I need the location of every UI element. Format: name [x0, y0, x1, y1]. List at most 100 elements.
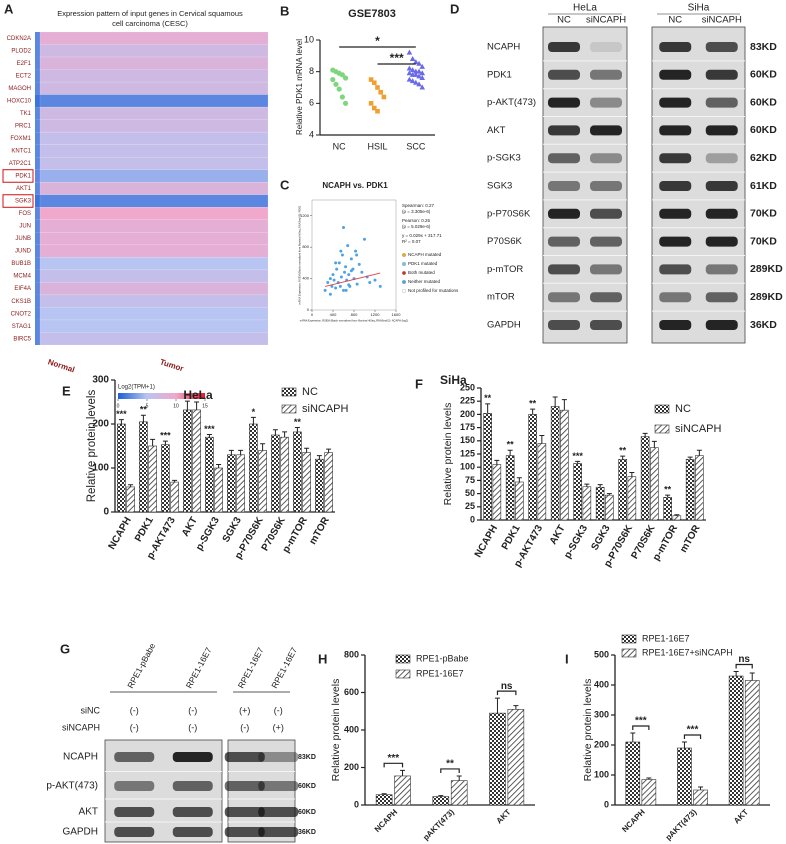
- blot-band: [172, 781, 213, 791]
- heat-cell: [39, 69, 269, 83]
- error-bar: [530, 408, 536, 415]
- blot-band: [224, 781, 265, 791]
- y-tick-label: 150: [460, 435, 475, 445]
- point: [354, 249, 358, 253]
- highlight-box: [2, 194, 34, 208]
- point: [413, 59, 419, 65]
- bar: [432, 796, 450, 806]
- bar: [139, 421, 148, 513]
- y-tick-label: 800: [344, 649, 359, 659]
- protein-label: p-SGK3: [487, 153, 521, 164]
- x-tick-label: 800: [351, 312, 358, 317]
- x-tick-label: SCC: [406, 141, 426, 151]
- significance-label: **: [507, 440, 515, 450]
- blot-band: [705, 97, 738, 108]
- colorbar-tick-label: 15: [202, 403, 208, 409]
- blot-band: [548, 264, 580, 275]
- heat-cell: [35, 269, 40, 283]
- point: [336, 86, 342, 92]
- blot-band: [224, 827, 265, 837]
- blot-band: [705, 125, 738, 136]
- bar: [650, 447, 659, 521]
- point: [342, 288, 345, 292]
- heat-cell: [39, 319, 269, 333]
- blot-band: [548, 97, 580, 108]
- colorbar-tick-label: 0: [117, 403, 120, 409]
- error-bar: [507, 449, 513, 456]
- y-tick-label: 0: [103, 507, 109, 518]
- bar: [205, 436, 214, 513]
- point: [406, 49, 413, 55]
- point: [419, 75, 426, 80]
- heat-cell: [35, 182, 40, 195]
- legend-label: RPE1-16E7+siNCAPH: [642, 647, 733, 657]
- legend-marker: [402, 253, 406, 257]
- protein-label: P70S6K: [487, 236, 523, 247]
- stat-note: (p = 3.305e-6): [402, 209, 431, 214]
- error-bar: [513, 705, 519, 710]
- heat-cell: [39, 56, 269, 70]
- y-tick-label: 75: [465, 475, 475, 485]
- bar: [573, 463, 582, 521]
- size-label: 289KD: [750, 291, 783, 303]
- point: [342, 226, 345, 229]
- y-tick-label: 200: [92, 419, 109, 430]
- legend-swatch: [654, 404, 670, 414]
- point: [339, 249, 343, 253]
- heat-cell: [39, 119, 269, 133]
- blot-band: [224, 807, 265, 817]
- heat-cell: [35, 319, 40, 333]
- heat-cell: [39, 94, 269, 108]
- error-bar: [272, 429, 278, 435]
- blot-band: [590, 97, 622, 108]
- lane-label: NC: [668, 15, 682, 26]
- bar: [483, 413, 492, 521]
- point: [328, 277, 332, 281]
- stat-note: (p = 5.029e-6): [402, 224, 431, 229]
- colorbar-tick-label: 10: [173, 403, 179, 409]
- significance-label: *: [375, 34, 380, 48]
- error-bar: [250, 416, 256, 424]
- legend-label: siNCAPH: [675, 423, 722, 435]
- heat-cell: [35, 332, 40, 345]
- blot-band: [258, 807, 299, 817]
- error-bar: [118, 419, 124, 424]
- bar: [271, 434, 280, 513]
- heat-cell: [39, 106, 269, 120]
- point: [372, 80, 377, 86]
- stat-note: Spearman: 0.27: [402, 203, 435, 208]
- blot-band: [659, 42, 692, 52]
- error-bar: [651, 440, 657, 448]
- heat-cell: [39, 219, 269, 233]
- significance-label: **: [529, 398, 537, 408]
- point: [406, 65, 413, 71]
- point: [416, 68, 422, 74]
- legend-label: Neither mutated: [408, 279, 441, 284]
- bar: [148, 445, 157, 513]
- error-bar: [539, 435, 545, 444]
- bar: [302, 452, 311, 513]
- lane-label: NC: [557, 15, 571, 26]
- heat-cell: [35, 207, 40, 220]
- y-tick-label: 0: [470, 514, 475, 524]
- bar: [507, 709, 525, 806]
- significance-label: **: [294, 417, 302, 427]
- y-tick-label: 125: [460, 448, 475, 458]
- blot-band: [590, 292, 622, 303]
- blot-band: [548, 320, 580, 330]
- blot-band: [224, 752, 265, 762]
- significance-bracket: [383, 762, 404, 768]
- bar: [293, 431, 302, 513]
- point: [375, 85, 380, 90]
- significance-label: **: [619, 445, 627, 455]
- stat-note: Pearson: 0.26: [402, 218, 431, 223]
- blot-band: [590, 264, 622, 275]
- y-axis-label: Relative PDK1 mRNA level: [295, 39, 304, 135]
- error-bar: [687, 456, 693, 460]
- protein-label: mTOR: [487, 292, 515, 303]
- row-label: EIF4A: [14, 286, 31, 292]
- bar: [117, 423, 126, 513]
- point: [419, 84, 426, 90]
- error-bar: [162, 440, 168, 445]
- y-tick-label: 200: [460, 409, 475, 419]
